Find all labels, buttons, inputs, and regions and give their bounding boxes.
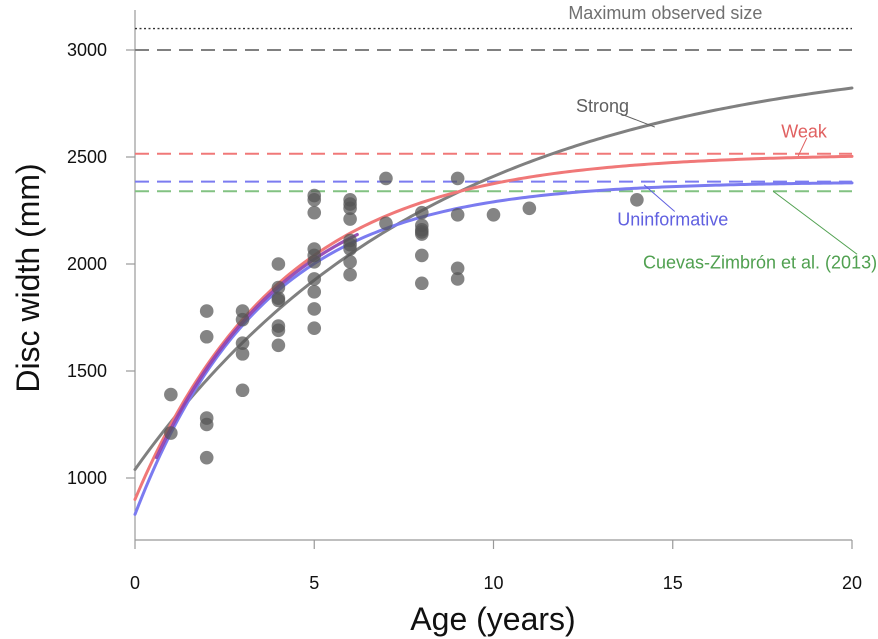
- data-point-37: [343, 267, 357, 282]
- data-point-44: [415, 227, 429, 241]
- x-tick-label-10: 10: [483, 573, 503, 593]
- asymptote-lines: [135, 27, 852, 193]
- y-tick-label-2500: 2500: [67, 147, 107, 167]
- curve-annotations: Maximum observed size Strong Weak Uninforma…: [568, 3, 877, 272]
- data-point-15: [271, 293, 286, 308]
- data-point-3: [199, 329, 214, 344]
- curve-overlap: [154, 232, 359, 460]
- data-point-52: [522, 201, 537, 216]
- data-point-38: [379, 171, 393, 186]
- data-point-35: [343, 242, 357, 256]
- data-point-46: [415, 276, 429, 291]
- data-point-10: [235, 347, 250, 361]
- curve-strong: [133, 86, 854, 471]
- data-point-13: [271, 280, 286, 295]
- data-point-40: [415, 205, 429, 220]
- curve-uninformative: [133, 181, 854, 516]
- y-tick-label-1500: 1500: [67, 361, 107, 381]
- data-point-45: [415, 248, 429, 263]
- data-point-49: [450, 261, 465, 276]
- data-point-48: [450, 207, 465, 222]
- data-point-39: [379, 216, 393, 231]
- annotation-pointer-2: [797, 137, 808, 157]
- data-point-24: [307, 255, 322, 269]
- annotation-4: Cuevas-Zimbrón et al. (2013): [643, 252, 877, 272]
- data-point-28: [307, 321, 322, 336]
- x-tick-label-5: 5: [309, 573, 319, 593]
- data-point-32: [343, 212, 357, 226]
- annotation-pointer-1: [615, 111, 656, 128]
- x-tick-label-0: 0: [130, 573, 140, 593]
- x-tick-label-15: 15: [663, 573, 683, 593]
- annotation-2: Weak: [781, 122, 828, 142]
- data-point-26: [307, 285, 322, 299]
- curve-weak: [133, 154, 854, 501]
- y-tick-label-2000: 2000: [67, 254, 107, 274]
- data-point-0: [164, 387, 178, 402]
- data-point-53: [630, 193, 644, 207]
- annotation-0: Maximum observed size: [568, 3, 762, 23]
- data-point-12: [271, 257, 286, 271]
- annotation-1: Strong: [576, 96, 629, 116]
- data-point-6: [199, 450, 214, 465]
- data-point-17: [271, 323, 286, 338]
- annotation-pointer-3: [643, 184, 676, 212]
- data-point-50: [450, 272, 465, 286]
- data-point-31: [343, 201, 357, 216]
- data-point-5: [199, 417, 214, 432]
- y-axis-title: Disc width (mm): [10, 163, 46, 392]
- data-point-8: [235, 312, 250, 327]
- data-point-25: [307, 272, 322, 286]
- data-point-1: [164, 426, 178, 440]
- x-tick-label-20: 20: [842, 573, 862, 593]
- data-point-51: [486, 207, 501, 222]
- data-point-9: [235, 336, 250, 350]
- data-point-21: [307, 205, 322, 220]
- annotation-pointer-4: [772, 190, 858, 255]
- y-tick-label-1000: 1000: [67, 468, 107, 488]
- data-point-2: [199, 304, 214, 318]
- data-point-36: [343, 255, 357, 269]
- x-axis-title: Age (years): [410, 601, 575, 637]
- annotation-3: Uninformative: [617, 209, 728, 229]
- growth-curves: [133, 86, 854, 516]
- y-tick-label-3000: 3000: [67, 40, 107, 60]
- data-point-20: [307, 193, 322, 207]
- data-point-47: [450, 171, 465, 186]
- data-point-27: [307, 302, 322, 316]
- axes-group: 1000 1500 2000 2500 3000 0 5 10 15 20: [67, 10, 862, 593]
- data-points: [164, 171, 644, 465]
- data-point-11: [235, 383, 250, 398]
- data-point-18: [271, 338, 286, 353]
